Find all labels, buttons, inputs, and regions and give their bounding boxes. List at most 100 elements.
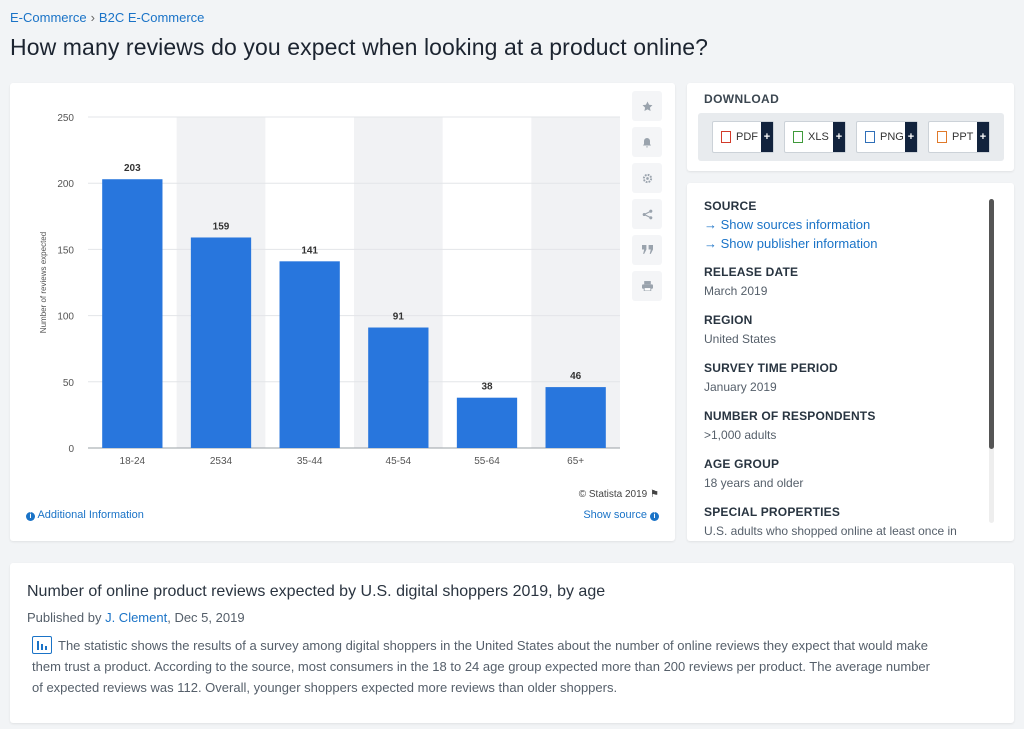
field-label: SPECIAL PROPERTIES <box>704 505 841 519</box>
special-properties-field: SPECIAL PROPERTIES U.S. adults who shoppe… <box>704 505 984 541</box>
published-prefix: Published by <box>27 610 102 625</box>
star-icon[interactable] <box>632 91 662 121</box>
print-icon[interactable] <box>632 271 662 301</box>
published-date: , Dec 5, 2019 <box>167 610 245 625</box>
show-publisher-link[interactable]: → Show publisher information <box>704 236 984 251</box>
download-xls-button[interactable]: XLS + <box>784 121 846 153</box>
bar <box>545 387 606 448</box>
author-link[interactable]: J. Clement <box>105 610 168 625</box>
release-date-field: RELEASE DATE March 2019 <box>704 265 984 299</box>
field-value: January 2019 <box>704 380 777 394</box>
pdf-file-icon <box>721 131 731 143</box>
y-tick-label: 100 <box>57 312 74 323</box>
download-ppt-label: PPT <box>952 131 974 143</box>
source-heading: SOURCE <box>704 199 757 213</box>
scrollbar-thumb[interactable] <box>989 199 994 449</box>
download-png-label: PNG <box>880 131 904 143</box>
download-title: DOWNLOAD <box>704 92 780 106</box>
breadcrumb-separator: › <box>90 10 95 25</box>
download-pdf-button[interactable]: PDF + <box>712 121 774 153</box>
arrow-right-icon: → <box>704 217 717 232</box>
bar <box>456 397 518 448</box>
show-publisher-label: Show publisher information <box>720 236 878 251</box>
xls-file-icon <box>793 131 803 143</box>
field-label: RELEASE DATE <box>704 265 799 279</box>
chart-tools <box>632 91 662 307</box>
y-tick-label: 200 <box>57 179 74 190</box>
metadata-list: SOURCE → Show sources information → Show… <box>704 199 984 541</box>
statistic-description: The statistic shows the results of a sur… <box>32 635 932 698</box>
bar-chart-icon <box>32 636 52 654</box>
arrow-right-icon: → <box>704 236 717 251</box>
download-buttons: PDF + XLS + PNG + PPT + <box>698 113 1004 161</box>
field-value: March 2019 <box>704 284 768 298</box>
share-icon[interactable] <box>632 199 662 229</box>
field-label: NUMBER OF RESPONDENTS <box>704 409 876 423</box>
page-title: How many reviews do you expect when look… <box>10 34 709 60</box>
chart-card: 0 50 100 150 200 250 Number of reviews expecte… <box>10 83 675 541</box>
field-label: AGE GROUP <box>704 457 780 471</box>
bar-chart: 0 50 100 150 200 250 Number of reviews expecte… <box>39 113 620 467</box>
y-tick-label: 150 <box>57 245 74 256</box>
show-source-label: Show source <box>583 509 647 521</box>
gear-icon[interactable] <box>632 163 662 193</box>
download-pdf-label: PDF <box>736 131 758 143</box>
metadata-card: SOURCE → Show sources information → Show… <box>687 183 1014 541</box>
info-icon: i <box>26 512 35 521</box>
field-label: REGION <box>704 313 753 327</box>
breadcrumb-link-b2c[interactable]: B2C E-Commerce <box>98 10 205 25</box>
field-value: >1,000 adults <box>704 428 777 442</box>
field-value: United States <box>704 332 777 346</box>
age-group-field: AGE GROUP 18 years and older <box>704 457 984 491</box>
plus-icon[interactable]: + <box>761 122 773 152</box>
published-line: Published by J. Clement, Dec 5, 2019 <box>27 610 245 625</box>
data-label: 159 <box>213 221 230 232</box>
quote-icon[interactable] <box>632 235 662 265</box>
description-text: The statistic shows the results of a sur… <box>32 638 930 695</box>
ppt-file-icon <box>937 131 947 143</box>
survey-period-field: SURVEY TIME PERIOD January 2019 <box>704 361 984 395</box>
y-tick-label: 0 <box>68 444 74 455</box>
field-value: U.S. adults who shopped online at least … <box>704 524 957 541</box>
plus-icon[interactable]: + <box>833 122 845 152</box>
breadcrumb-link-ecommerce[interactable]: E-Commerce <box>10 10 87 25</box>
statistic-title: Number of online product reviews expecte… <box>27 583 606 600</box>
plus-icon[interactable]: + <box>977 122 989 152</box>
show-sources-link[interactable]: → Show sources information <box>704 217 984 232</box>
additional-info-link[interactable]: i Additional Information <box>26 509 144 521</box>
data-label: 141 <box>301 245 318 256</box>
data-label: 91 <box>393 312 405 323</box>
show-sources-label: Show sources information <box>720 217 871 232</box>
bell-icon[interactable] <box>632 127 662 157</box>
png-file-icon <box>865 131 875 143</box>
region-field: REGION United States <box>704 313 984 347</box>
x-tick-label: 18-24 <box>120 456 146 467</box>
bar <box>190 237 252 448</box>
description-card: Number of online product reviews expecte… <box>10 563 1014 723</box>
info-icon: i <box>650 512 659 521</box>
x-tick-label: 65+ <box>567 456 584 467</box>
plus-icon[interactable]: + <box>905 122 917 152</box>
field-label: SURVEY TIME PERIOD <box>704 361 838 375</box>
respondents-field: NUMBER OF RESPONDENTS >1,000 adults <box>704 409 984 443</box>
breadcrumb: E-Commerce › B2C E-Commerce <box>10 10 204 25</box>
field-value: 18 years and older <box>704 476 804 490</box>
bar <box>368 327 429 448</box>
x-tick-label: 2534 <box>210 456 233 467</box>
y-tick-label: 250 <box>57 113 74 124</box>
copyright-text: © Statista 2019 <box>578 489 648 500</box>
x-tick-label: 45-54 <box>386 456 412 467</box>
data-label: 38 <box>481 382 493 393</box>
download-png-button[interactable]: PNG + <box>856 121 918 153</box>
show-source-link[interactable]: Show source i <box>583 509 659 521</box>
download-ppt-button[interactable]: PPT + <box>928 121 990 153</box>
copyright-label[interactable]: © Statista 2019 ⚑ <box>579 489 659 500</box>
x-tick-label: 55-64 <box>474 456 500 467</box>
y-axis-label: Number of reviews expected <box>39 232 48 333</box>
download-card: DOWNLOAD PDF + XLS + PNG + PPT + <box>687 83 1014 171</box>
y-tick-label: 50 <box>63 378 75 389</box>
bar <box>279 261 340 448</box>
bar <box>102 179 163 448</box>
x-tick-label: 35-44 <box>297 456 323 467</box>
data-label: 203 <box>124 163 141 174</box>
